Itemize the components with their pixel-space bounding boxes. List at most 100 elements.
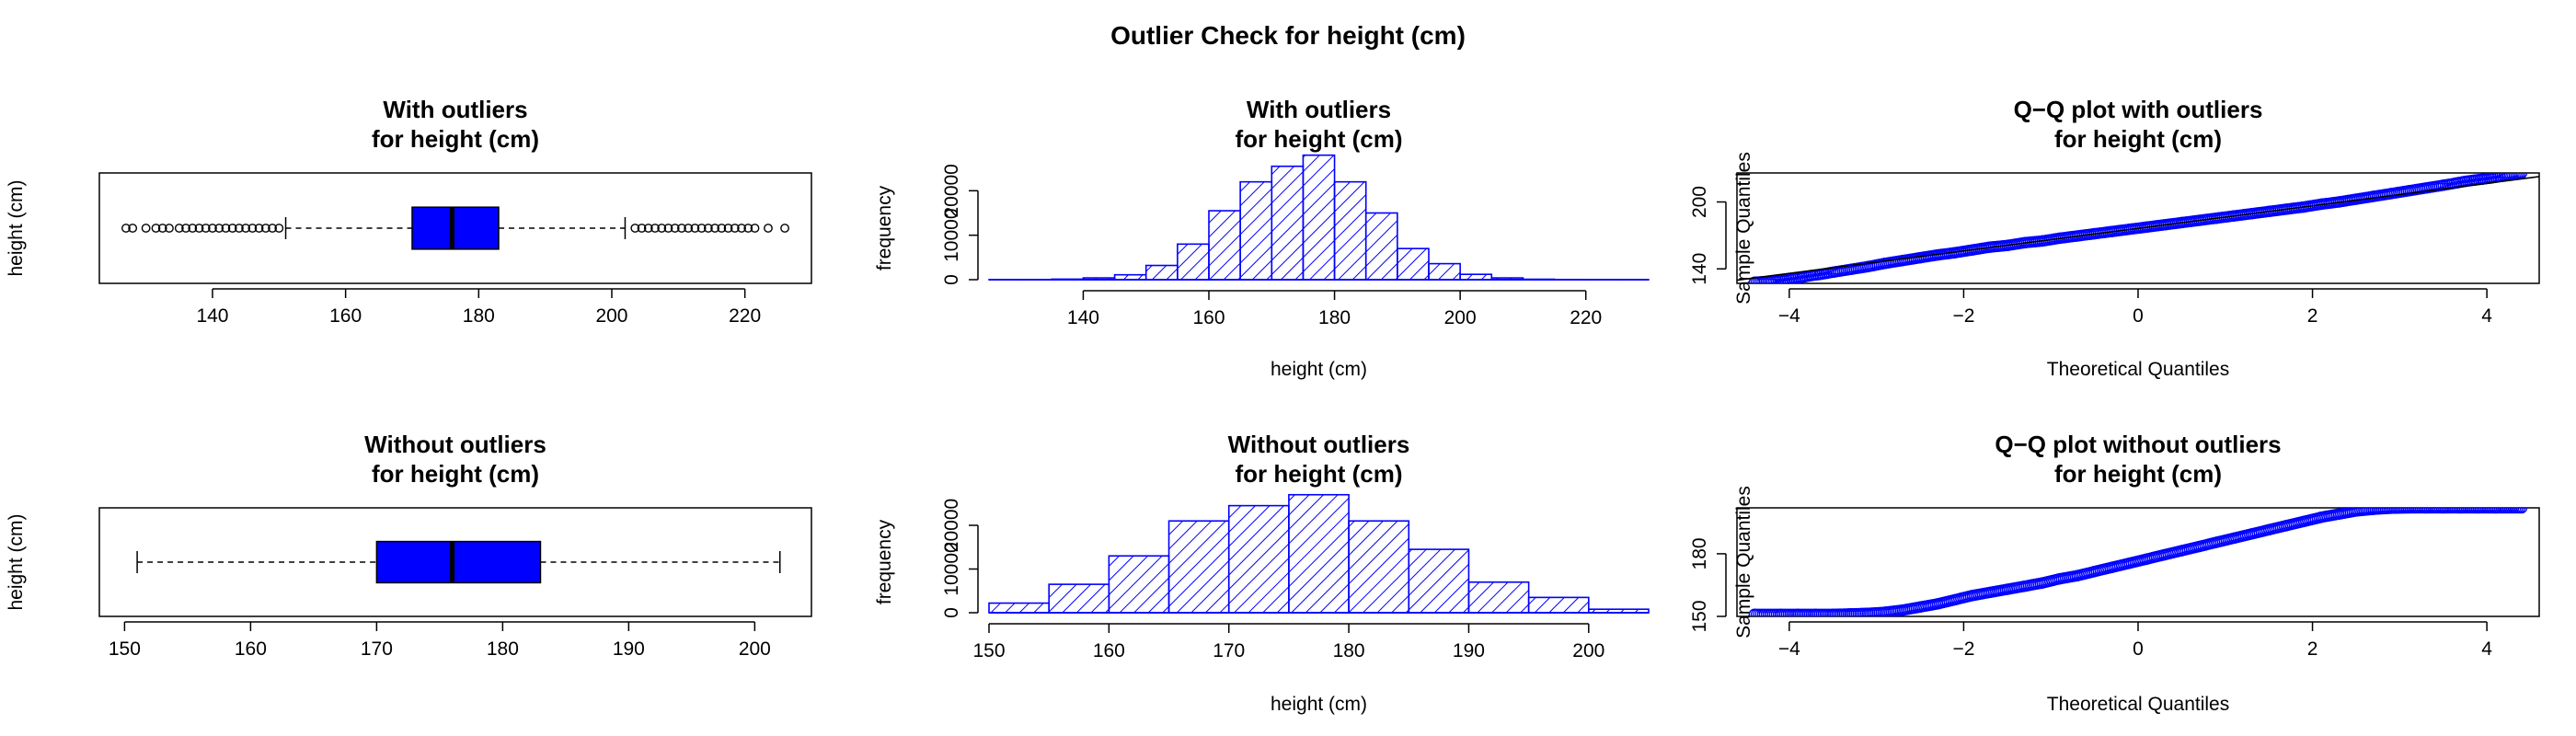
panel-title-line: for height (cm) — [372, 125, 539, 153]
qq-point — [1862, 260, 1874, 272]
histogram-bar — [1467, 581, 1530, 614]
qq-point — [2515, 508, 2528, 514]
outlier-point — [188, 224, 198, 233]
qq-point — [2515, 173, 2528, 179]
qq-points — [1748, 508, 2528, 616]
histogram-bar — [1177, 243, 1210, 281]
outlier-point — [650, 224, 660, 233]
qq-point — [2513, 173, 2526, 179]
panel-title-line: With outliers — [383, 96, 527, 123]
x-tick-label: −4 — [1778, 305, 1800, 327]
x-tick-label: 2 — [2307, 305, 2318, 327]
outlier-point — [260, 224, 270, 233]
qq-point — [2420, 508, 2432, 514]
y-tick-label: 180 — [1689, 537, 1710, 569]
x-tick-label: 170 — [361, 638, 393, 660]
x-tick-label: 160 — [329, 305, 362, 327]
x-axis: 140 160 180 200 220 — [1067, 290, 1602, 328]
iqr-box — [375, 540, 542, 584]
x-tick-label: 150 — [972, 640, 1005, 661]
qq-point — [2158, 548, 2170, 561]
x-tick-label: 0 — [2133, 305, 2144, 327]
outlier-point — [227, 224, 237, 233]
x-tick-label: 220 — [1570, 307, 1602, 328]
x-tick-label: 140 — [1067, 307, 1099, 328]
histogram-bar — [1408, 548, 1470, 614]
outlier-point — [730, 224, 740, 233]
histogram-bar — [1527, 596, 1590, 614]
outlier-point — [151, 224, 161, 233]
histogram-bar — [1048, 583, 1110, 614]
panel-title-line: for height (cm) — [2054, 460, 2222, 488]
qq-point — [2211, 536, 2223, 548]
outlier-point — [723, 224, 733, 233]
qq-point — [2437, 179, 2449, 191]
x-tick-label: 170 — [1213, 640, 1245, 661]
qq-point — [2490, 508, 2501, 514]
qq-point — [1810, 608, 1822, 616]
y-tick-label: 150 — [1689, 600, 1710, 632]
qq-point — [2053, 573, 2065, 585]
x-tick-label: 4 — [2481, 305, 2492, 327]
y-axis: 140 200 — [1689, 186, 1727, 285]
iqr-box — [411, 206, 500, 250]
qq-point — [1827, 608, 1839, 616]
qq-point — [1896, 604, 1909, 616]
qq-point — [2228, 532, 2240, 545]
histogram-bar — [1333, 180, 1367, 281]
qq-point — [2472, 508, 2484, 514]
qq-point — [2450, 177, 2463, 190]
x-axis: 150 160 170 180 190 200 — [972, 623, 1604, 661]
x-tick-label: 150 — [109, 638, 141, 660]
outlier-point — [737, 224, 746, 233]
y-tick-label: 20000 — [941, 164, 962, 217]
histogram-bar — [1167, 520, 1230, 614]
qq-point — [2280, 520, 2293, 532]
outlier-point — [174, 224, 184, 233]
qq-point — [2071, 569, 2083, 581]
qq-point — [1914, 601, 1926, 613]
histogram-bar — [1239, 180, 1273, 281]
panel-title-line: Q−Q plot with outliers — [2014, 96, 2263, 123]
y-tick-label: 20000 — [941, 499, 962, 552]
y-tick-label: 0 — [941, 607, 962, 618]
outlier-point — [208, 224, 217, 233]
qq-point — [2088, 566, 2100, 578]
outlier-point — [643, 224, 653, 233]
outlier-point — [165, 224, 174, 233]
histogram-bar — [1364, 212, 1398, 281]
qq-point — [1845, 263, 1857, 275]
qq-point — [2176, 545, 2188, 557]
y-axis-label: Sample Quantiles — [1733, 152, 1754, 305]
outlier-point — [181, 224, 190, 233]
outlier-point — [141, 224, 151, 233]
outlier-point — [194, 224, 204, 233]
y-axis-label: Sample Quantiles — [1733, 486, 1754, 638]
histogram-bar — [1108, 555, 1170, 614]
x-tick-label: 2 — [2307, 638, 2318, 660]
qq-point — [2106, 561, 2118, 573]
qq-point — [2420, 182, 2432, 194]
x-tick-label: 190 — [1453, 640, 1485, 661]
histogram-bar — [1227, 504, 1290, 614]
plot-frame — [98, 507, 812, 617]
x-tick-label: 200 — [1572, 640, 1604, 661]
x-axis-label: height (cm) — [1271, 359, 1367, 380]
histogram-bar — [1144, 264, 1179, 281]
x-tick-label: 200 — [739, 638, 771, 660]
qq-point — [2332, 508, 2345, 520]
outlier-point — [684, 224, 694, 233]
x-axis: −4 −2 0 2 4 — [1778, 288, 2492, 327]
x-tick-label: −2 — [1952, 638, 1974, 660]
qq-point — [2455, 508, 2467, 514]
outlier-point — [750, 224, 760, 233]
qq-point — [2402, 185, 2414, 197]
x-axis: 140 160 180 200 220 — [196, 288, 761, 327]
outlier-point — [670, 224, 680, 233]
